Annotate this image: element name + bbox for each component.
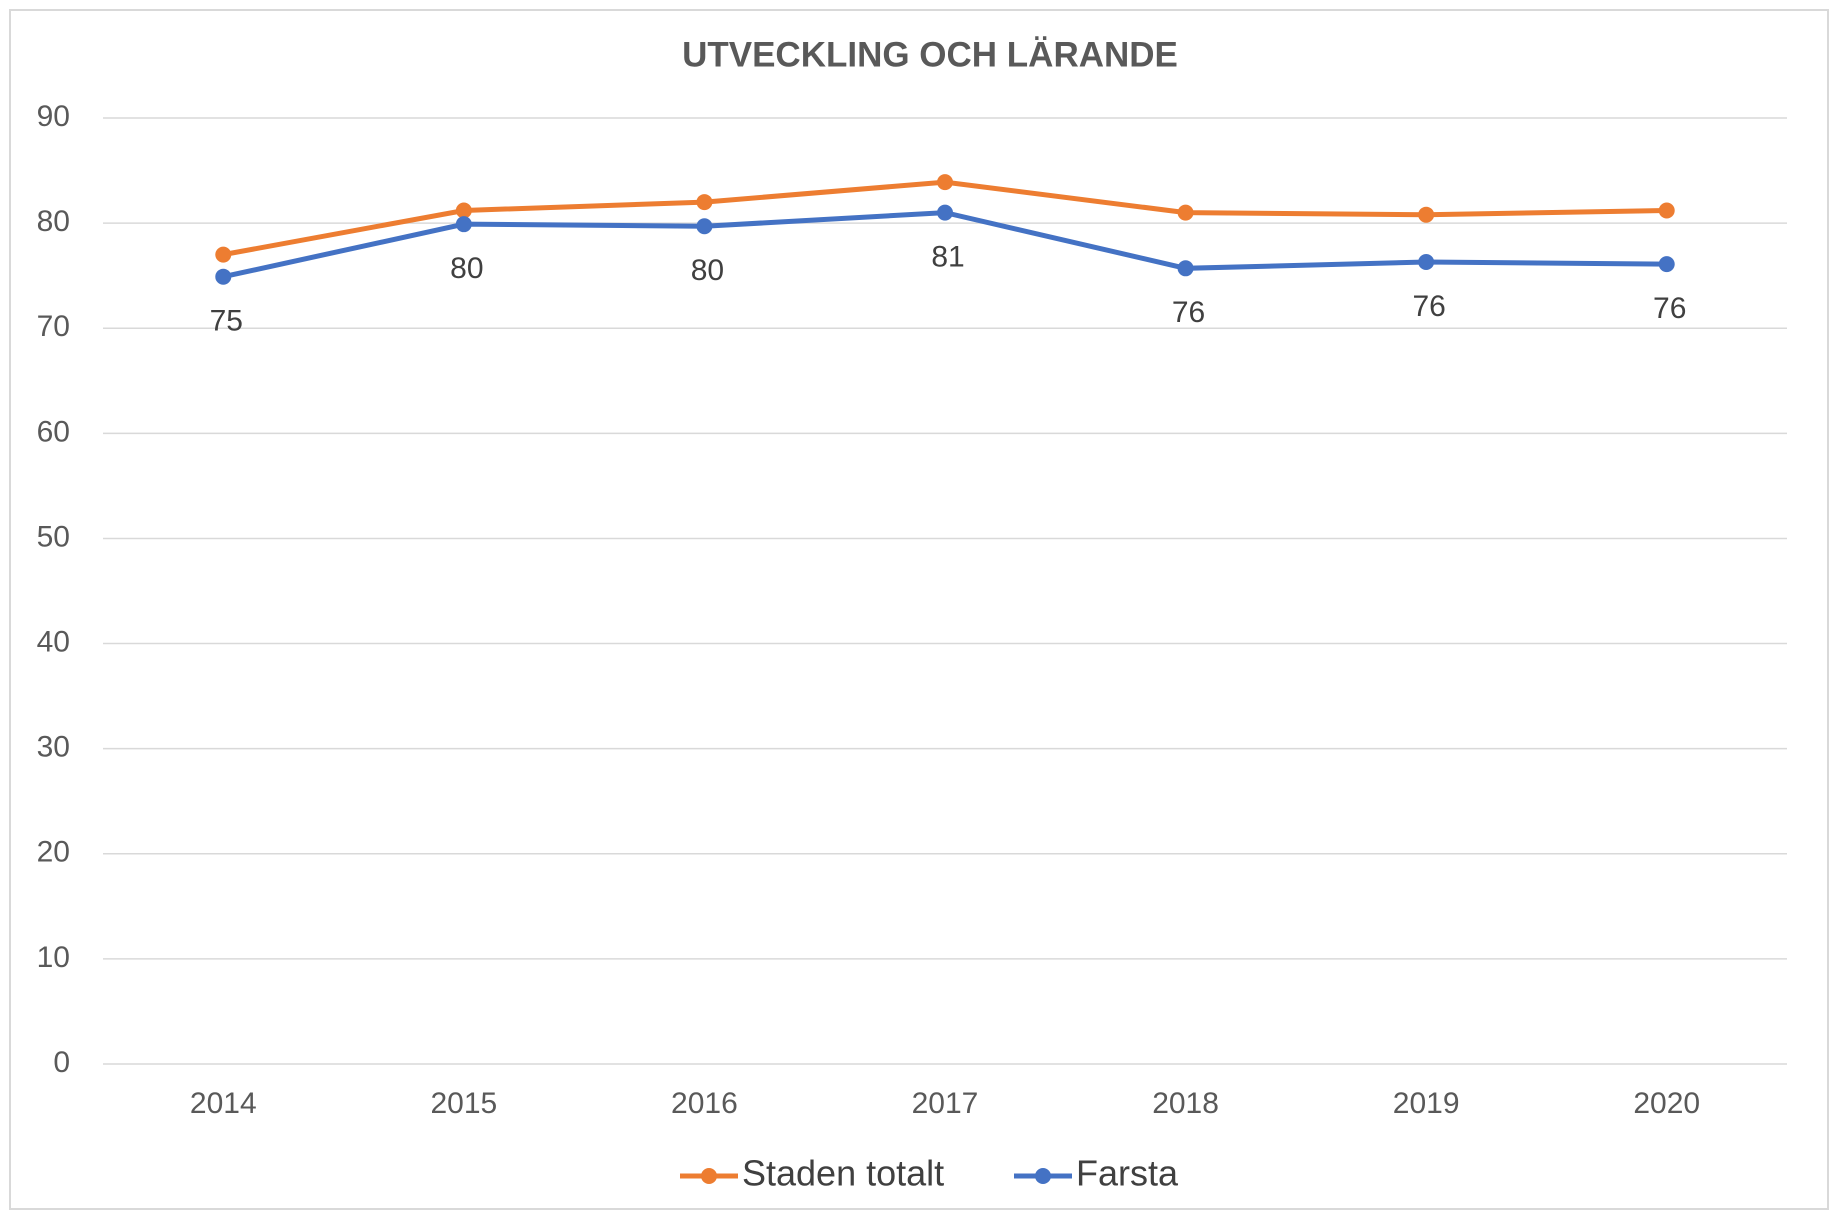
legend-label: Staden totalt <box>742 1153 944 1194</box>
legend-label: Farsta <box>1076 1153 1179 1194</box>
data-label: 81 <box>931 241 964 274</box>
y-tick-label: 30 <box>37 731 70 764</box>
x-tick-label: 2018 <box>1152 1087 1219 1120</box>
point <box>937 174 953 191</box>
y-tick-label: 80 <box>37 205 70 238</box>
data-label: 80 <box>450 252 483 285</box>
chart-title: UTVECKLING OCH LÄRANDE <box>682 35 1178 74</box>
legend-marker <box>1035 1168 1051 1184</box>
y-tick-label: 0 <box>53 1046 70 1079</box>
point <box>215 246 232 263</box>
y-tick-label: 40 <box>37 625 70 658</box>
x-tick-label: 2017 <box>912 1087 979 1120</box>
y-tick-label: 10 <box>37 941 70 974</box>
point <box>1418 206 1435 223</box>
y-tick-label: 20 <box>37 836 70 869</box>
point <box>1177 204 1194 221</box>
point <box>1658 256 1675 273</box>
point <box>696 218 713 235</box>
data-label: 76 <box>1412 290 1445 323</box>
point <box>1418 254 1435 271</box>
point <box>215 268 232 285</box>
point <box>1177 260 1194 277</box>
data-label: 80 <box>691 254 724 287</box>
x-tick-label: 2015 <box>430 1087 497 1120</box>
point <box>455 202 472 219</box>
point <box>937 204 953 221</box>
x-tick-label: 2014 <box>190 1087 257 1120</box>
y-tick-label: 70 <box>37 310 70 343</box>
point <box>696 194 713 211</box>
y-tick-label: 90 <box>37 100 70 133</box>
y-tick-label: 60 <box>37 415 70 448</box>
data-label: 76 <box>1653 292 1686 325</box>
chart-border <box>9 9 1829 1210</box>
x-tick-label: 2020 <box>1633 1087 1700 1120</box>
point <box>1658 202 1675 219</box>
data-label: 75 <box>210 305 243 338</box>
x-tick-label: 2016 <box>671 1087 738 1120</box>
y-tick-label: 50 <box>37 520 70 553</box>
point <box>455 216 472 233</box>
x-tick-label: 2019 <box>1393 1087 1460 1120</box>
data-label: 76 <box>1172 296 1205 329</box>
legend-marker <box>701 1168 717 1184</box>
